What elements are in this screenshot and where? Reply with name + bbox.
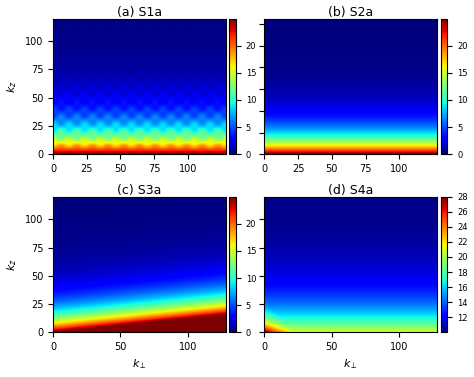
Title: (b) S2a: (b) S2a — [328, 6, 374, 18]
X-axis label: $k_\perp$: $k_\perp$ — [343, 358, 358, 371]
Title: (a) S1a: (a) S1a — [117, 6, 162, 18]
Y-axis label: $k_z$: $k_z$ — [6, 258, 19, 271]
X-axis label: $k_\perp$: $k_\perp$ — [132, 358, 147, 371]
Y-axis label: $k_z$: $k_z$ — [6, 80, 19, 93]
Title: (c) S3a: (c) S3a — [117, 184, 162, 197]
Title: (d) S4a: (d) S4a — [328, 184, 374, 197]
